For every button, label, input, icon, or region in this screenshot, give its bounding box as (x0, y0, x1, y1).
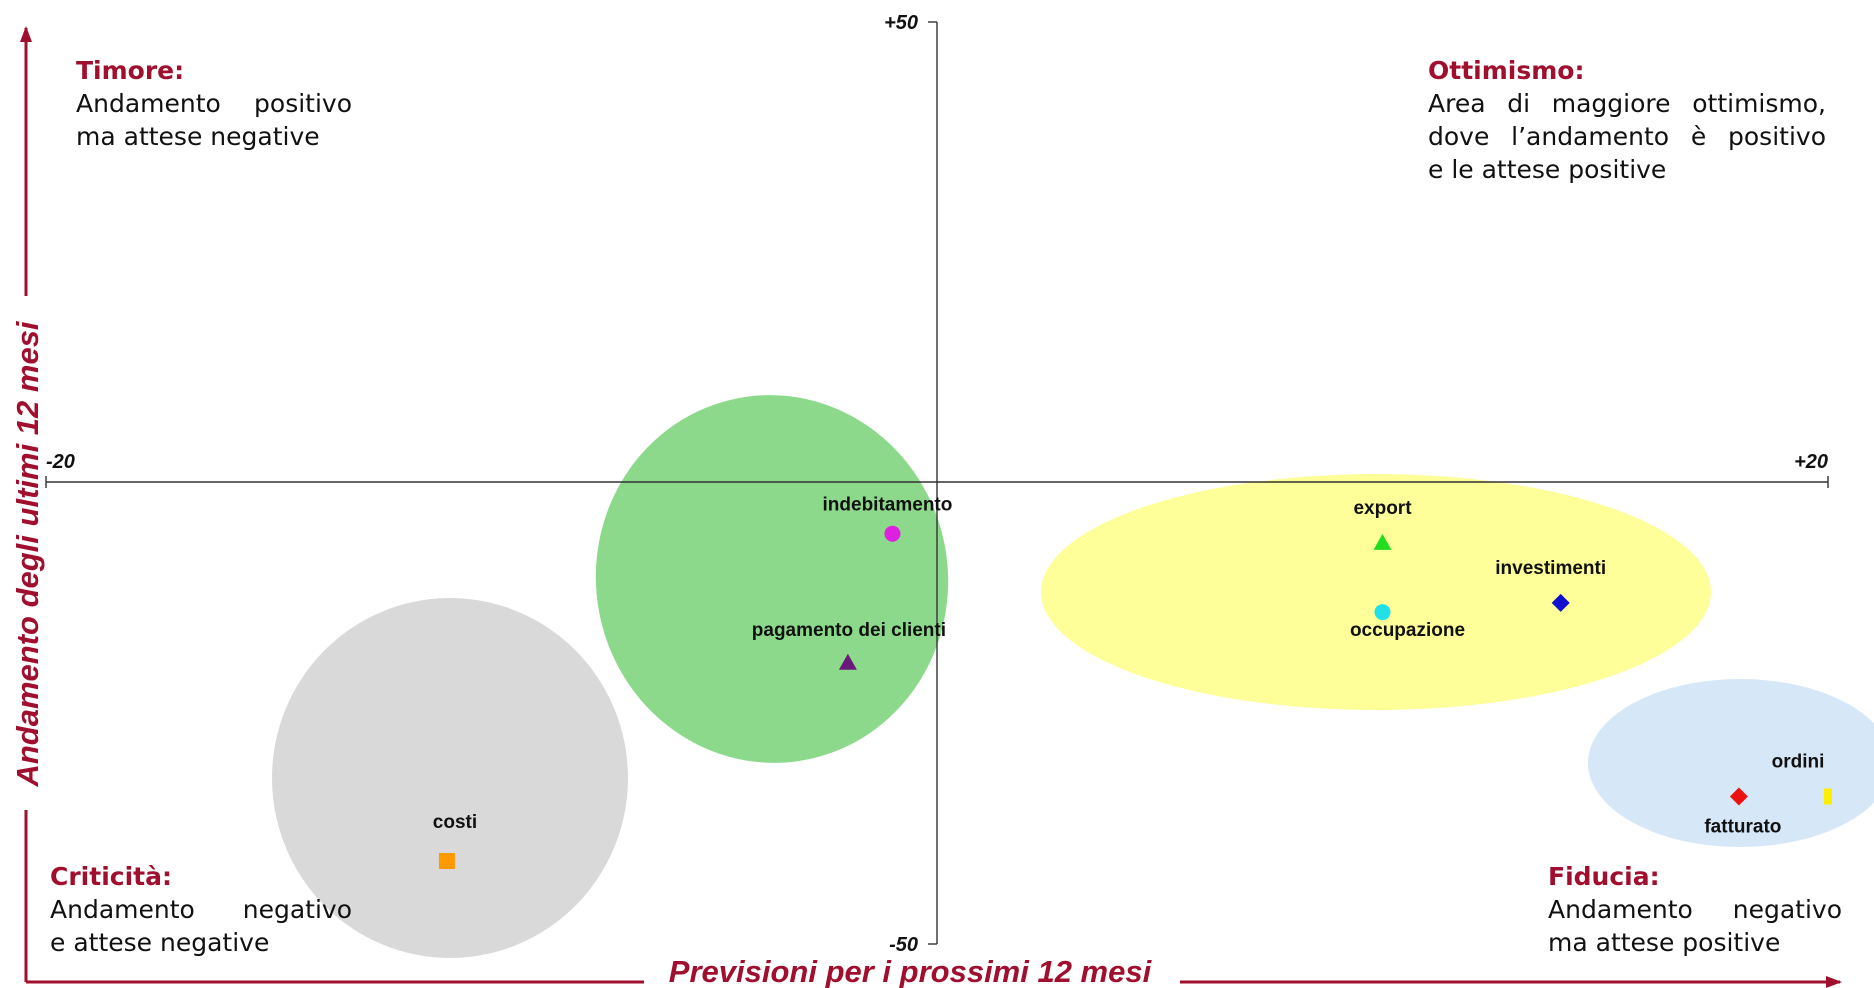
region-pagamenti (595, 395, 949, 763)
quadrant-timore-line: Andamento positivo (76, 89, 352, 118)
quadrant-timore-line: ma attese negative (76, 122, 320, 151)
region-export (1041, 474, 1711, 710)
point-label-pagamento-dei-clienti: pagamento dei clienti (752, 620, 946, 641)
point-fatturato (1729, 787, 1748, 806)
quadrant-criticita: Criticità: Andamento negativo e attese n… (50, 860, 352, 959)
point-label-investimenti: investimenti (1495, 558, 1606, 579)
point-label-ordini: ordini (1772, 751, 1825, 772)
point-label-indebitamento: indebitamento (823, 495, 953, 516)
point-label-costi: costi (433, 812, 477, 833)
point-pagamento-dei-clienti (838, 653, 857, 670)
point-label-export: export (1353, 498, 1412, 519)
x-axis-title: Previsioni per i prossimi 12 mesi (669, 954, 1153, 988)
region-costi (272, 598, 628, 958)
point-ordini (1824, 788, 1832, 805)
quadrant-ottimismo-title: Ottimismo: (1428, 56, 1585, 85)
quadrant-ottimismo: Ottimismo: Area di maggiore ottimismo, d… (1428, 54, 1826, 186)
x-tick-label-max: +20 (1794, 451, 1828, 473)
quadrant-criticita-line: e attese negative (50, 928, 270, 957)
quadrant-ottimismo-line: dove l’andamento è positivo (1428, 122, 1826, 151)
point-label-occupazione: occupazione (1350, 620, 1465, 641)
quadrant-fiducia-line: Andamento negativo (1548, 895, 1842, 924)
quadrant-fiducia: Fiducia: Andamento negativo ma attese po… (1548, 860, 1842, 959)
point-investimenti (1551, 593, 1570, 612)
quadrant-timore: Timore: Andamento positivo ma attese neg… (76, 54, 352, 153)
quadrant-timore-title: Timore: (76, 56, 185, 85)
quadrant-fiducia-line: ma attese positive (1548, 928, 1781, 957)
quadrant-criticita-line: Andamento negativo (50, 895, 352, 924)
quadrant-criticita-title: Criticità: (50, 862, 172, 891)
point-occupazione (1374, 604, 1391, 621)
y-tick-label-min: -50 (889, 934, 918, 956)
y-tick-label-max: +50 (884, 12, 918, 34)
data-marks: indebitamento pagamento dei clienti costi e… (433, 495, 1832, 870)
quadrant-ottimismo-line: e le attese positive (1428, 155, 1667, 184)
point-indebitamento (884, 525, 901, 542)
quadrant-ottimismo-line: Area di maggiore ottimismo, (1428, 89, 1826, 118)
quadrant-fiducia-title: Fiducia: (1548, 862, 1660, 891)
y-axis-title: Andamento degli ultimi 12 mesi (10, 320, 45, 787)
point-export (1373, 533, 1392, 550)
point-costi (438, 853, 455, 870)
region-fatturato (1588, 679, 1874, 847)
point-label-fatturato: fatturato (1704, 816, 1781, 837)
x-tick-label-min: -20 (46, 451, 75, 473)
